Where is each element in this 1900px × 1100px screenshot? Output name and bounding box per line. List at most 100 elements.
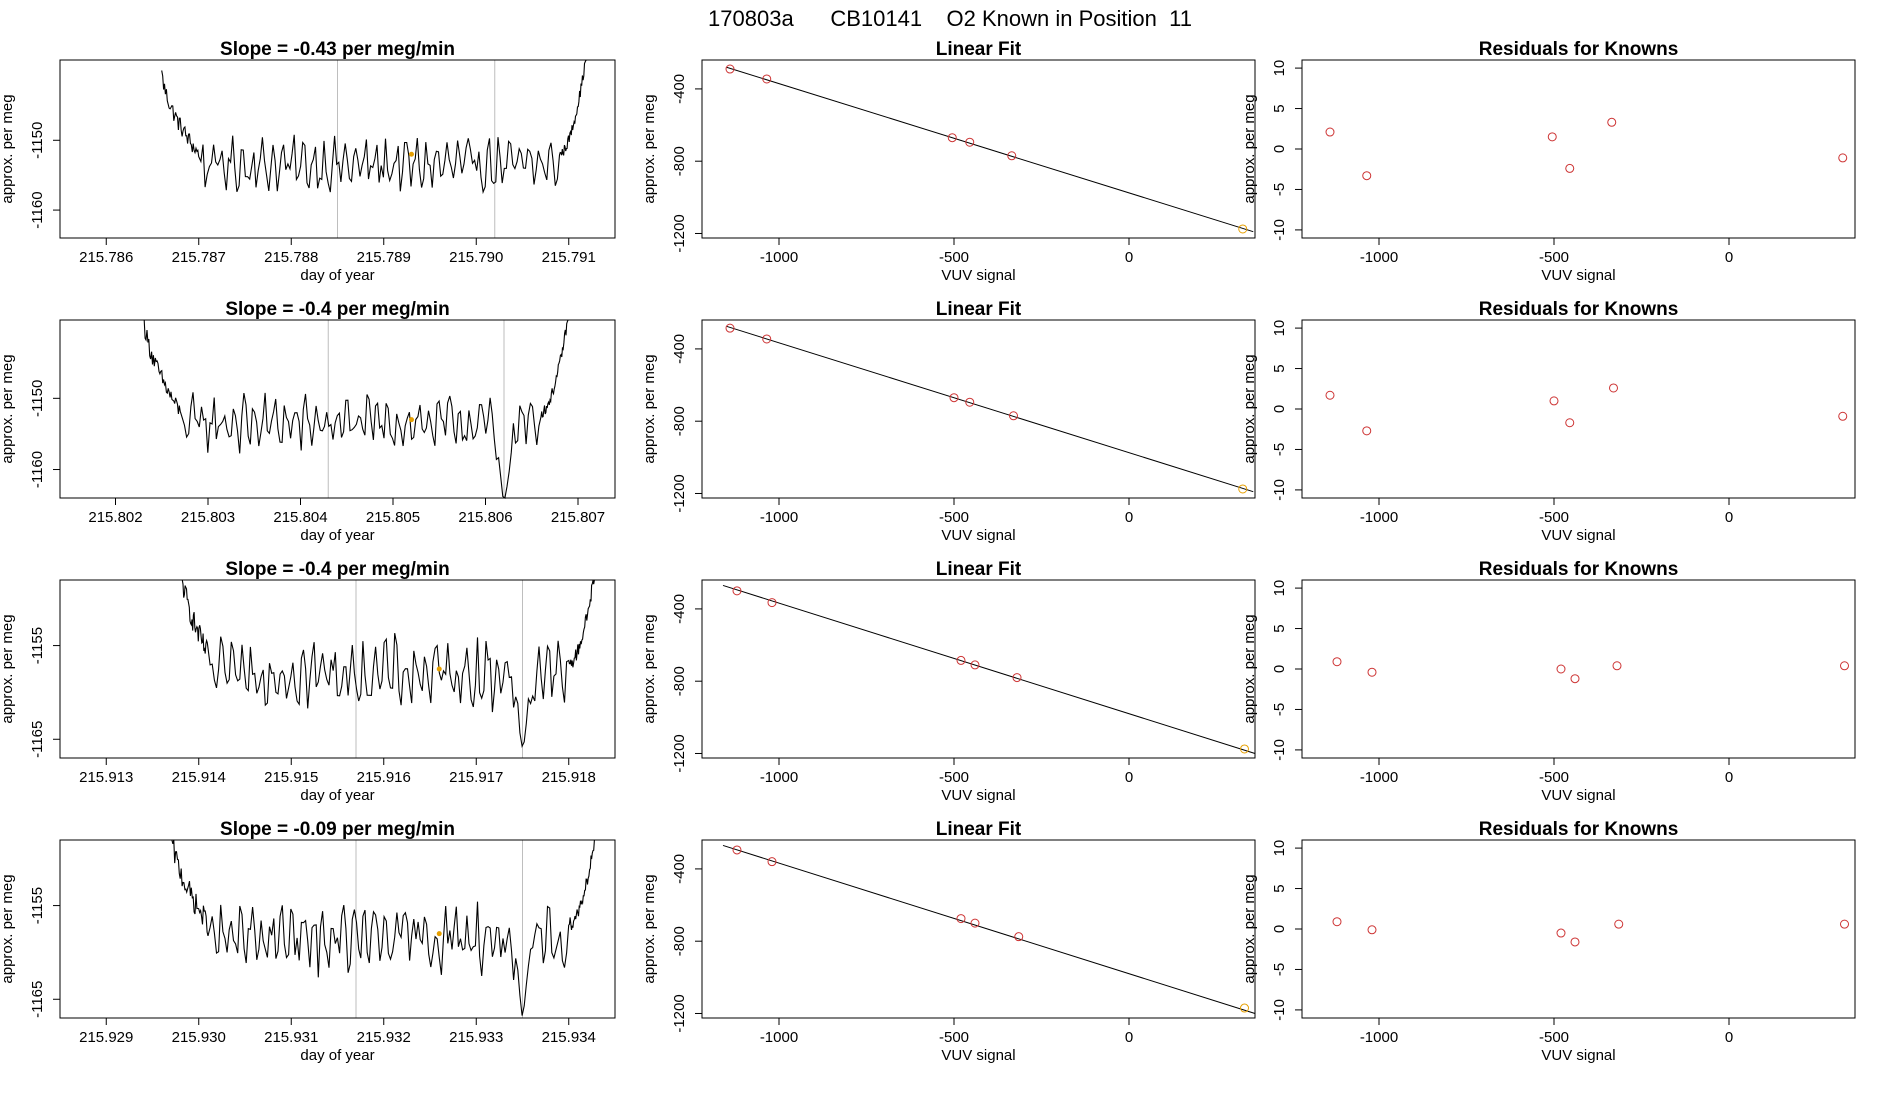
residuals-3-ytick-label: 5 bbox=[1271, 624, 1288, 632]
linear-fit-2-xtick-label: -1000 bbox=[760, 509, 798, 526]
linear-fit-1-title: Linear Fit bbox=[936, 39, 1022, 60]
residuals-2-panel: -1000 -500 0 10 5 0 -5 -10 Residuals for Knowns V… bbox=[1241, 299, 1856, 544]
time-series-1-xtick-label: 215.786 bbox=[79, 249, 133, 266]
residuals-1-xtick-label: 0 bbox=[1725, 249, 1733, 266]
linear-fit-2-point bbox=[725, 323, 735, 333]
time-series-3-xtick-label: 215.915 bbox=[264, 769, 318, 786]
time-series-3-xtick-label: 215.918 bbox=[542, 769, 596, 786]
residuals-1-xlabel: VUV signal bbox=[1541, 267, 1615, 284]
linear-fit-1-ylabel: approx. per meg bbox=[641, 94, 658, 203]
residuals-2-point bbox=[1838, 411, 1848, 421]
linear-fit-4-point bbox=[767, 857, 777, 867]
linear-fit-2-xtick-label: 0 bbox=[1125, 509, 1133, 526]
time-series-1-ytick-label: -1160 bbox=[29, 191, 46, 228]
residuals-4-point bbox=[1367, 925, 1377, 935]
figure-title: 170803a CB10141 O2 Known in Position 11 bbox=[708, 6, 1192, 31]
linear-fit-1-xlabel: VUV signal bbox=[941, 267, 1015, 284]
time-series-2-trace bbox=[143, 319, 569, 499]
linear-fit-1-ytick-label: -1200 bbox=[671, 214, 688, 252]
time-series-3-xtick-label: 215.917 bbox=[449, 769, 503, 786]
time-series-4-xtick-label: 215.933 bbox=[449, 1029, 503, 1046]
time-series-3-title: Slope = -0.4 per meg/min bbox=[225, 559, 449, 580]
time-series-1-ylabel: approx. per meg bbox=[0, 94, 16, 203]
time-series-1-xtick-label: 215.788 bbox=[264, 249, 318, 266]
time-series-2-ytick-label: -1160 bbox=[29, 451, 46, 488]
linear-fit-2-point bbox=[1009, 411, 1018, 421]
linear-fit-3-xtick-label: 0 bbox=[1125, 769, 1133, 786]
time-series-4-frame bbox=[59, 839, 616, 1019]
time-series-1-xtick-label: 215.787 bbox=[172, 249, 226, 266]
residuals-1-point bbox=[1547, 132, 1557, 142]
linear-fit-3-regression-line bbox=[722, 584, 1256, 754]
residuals-4-title: Residuals for Knowns bbox=[1479, 819, 1679, 840]
linear-fit-4-ytick-label: -400 bbox=[671, 854, 688, 884]
time-series-3-trace bbox=[180, 579, 597, 749]
time-series-3-highlight-point bbox=[436, 666, 442, 672]
time-series-4-trace bbox=[171, 839, 597, 1016]
time-series-4-highlight-point bbox=[436, 931, 442, 937]
residuals-4-panel: -1000 -500 0 10 5 0 -5 -10 Residuals for Knowns V… bbox=[1241, 819, 1856, 1064]
time-series-2-xtick-label: 215.802 bbox=[88, 509, 142, 526]
linear-fit-1-xtick-label: -1000 bbox=[760, 249, 798, 266]
linear-fit-3-ytick-label: -800 bbox=[671, 666, 688, 696]
residuals-3-ytick-label: -5 bbox=[1271, 703, 1288, 716]
residuals-2-point bbox=[1609, 383, 1618, 393]
time-series-4-xtick-label: 215.932 bbox=[357, 1029, 411, 1046]
residuals-3-point bbox=[1840, 661, 1849, 671]
residuals-3-ytick-label: 0 bbox=[1271, 665, 1288, 673]
residuals-3-ytick-label: 10 bbox=[1271, 580, 1288, 597]
linear-fit-2-title: Linear Fit bbox=[936, 299, 1022, 320]
residuals-1-point bbox=[1838, 153, 1848, 163]
linear-fit-4-regression-line bbox=[722, 844, 1256, 1014]
linear-fit-3-xlabel: VUV signal bbox=[941, 787, 1015, 804]
time-series-4-ytick-label: -1155 bbox=[29, 887, 46, 924]
residuals-3-ytick-label: -10 bbox=[1271, 739, 1288, 761]
residuals-1-point bbox=[1362, 171, 1372, 181]
time-series-1-highlight-point bbox=[409, 151, 414, 157]
linear-fit-3-point bbox=[956, 655, 966, 665]
time-series-2-title: Slope = -0.4 per meg/min bbox=[225, 299, 449, 320]
residuals-3-xtick-label: -1000 bbox=[1360, 769, 1398, 786]
time-series-4-xtick-label: 215.930 bbox=[172, 1029, 226, 1046]
residuals-2-ytick-label: 10 bbox=[1271, 320, 1288, 337]
linear-fit-1-panel: -1000 -500 0 -400 -800 -1200 Linear Fit VUV sig… bbox=[641, 39, 1256, 284]
residuals-3-xlabel: VUV signal bbox=[1541, 787, 1615, 804]
residuals-2-ytick-label: 0 bbox=[1271, 405, 1288, 413]
time-series-2-xtick-label: 215.807 bbox=[551, 509, 605, 526]
residuals-4-ytick-label: -10 bbox=[1271, 999, 1288, 1021]
time-series-2-xtick-label: 215.804 bbox=[273, 509, 327, 526]
linear-fit-3-point bbox=[732, 586, 742, 596]
time-series-2-xtick-label: 215.805 bbox=[366, 509, 420, 526]
time-series-2-xtick-label: 215.803 bbox=[181, 509, 235, 526]
time-series-2-ytick-label: -1150 bbox=[29, 380, 46, 417]
linear-fit-2-frame bbox=[701, 319, 1256, 499]
linear-fit-3-point bbox=[970, 660, 980, 670]
residuals-2-ylabel: approx. per meg bbox=[1241, 354, 1258, 463]
residuals-3-frame bbox=[1301, 579, 1856, 759]
linear-fit-1-point bbox=[762, 74, 772, 84]
linear-fit-2-point bbox=[965, 397, 975, 407]
residuals-2-ytick-label: 5 bbox=[1271, 364, 1288, 372]
time-series-1-panel: 215.786 215.787 215.788 215.789 215.790 215.7… bbox=[0, 39, 616, 284]
time-series-1-ytick-label: -1150 bbox=[29, 122, 46, 159]
residuals-1-point bbox=[1565, 163, 1575, 173]
time-series-3-xtick-label: 215.916 bbox=[357, 769, 411, 786]
residuals-4-xtick-label: -500 bbox=[1539, 1029, 1569, 1046]
linear-fit-3-point bbox=[1240, 744, 1249, 754]
residuals-4-point bbox=[1840, 919, 1849, 929]
time-series-2-ylabel: approx. per meg bbox=[0, 354, 16, 463]
residuals-4-xlabel: VUV signal bbox=[1541, 1047, 1615, 1064]
residuals-3-xtick-label: 0 bbox=[1725, 769, 1733, 786]
time-series-4-panel: 215.929 215.930 215.931 215.932 215.933 215.9… bbox=[0, 819, 616, 1064]
residuals-2-ytick-label: -10 bbox=[1271, 479, 1288, 501]
residuals-4-ylabel: approx. per meg bbox=[1241, 874, 1258, 983]
panels: 215.786 215.787 215.788 215.789 215.790 215.7… bbox=[0, 39, 1856, 1064]
linear-fit-4-title: Linear Fit bbox=[936, 819, 1022, 840]
linear-fit-3-ylabel: approx. per meg bbox=[641, 614, 658, 723]
residuals-2-title: Residuals for Knowns bbox=[1479, 299, 1679, 320]
residuals-4-xtick-label: -1000 bbox=[1360, 1029, 1398, 1046]
residuals-2-point bbox=[1565, 418, 1575, 428]
time-series-2-frame bbox=[59, 319, 616, 499]
residuals-1-point bbox=[1607, 117, 1617, 127]
